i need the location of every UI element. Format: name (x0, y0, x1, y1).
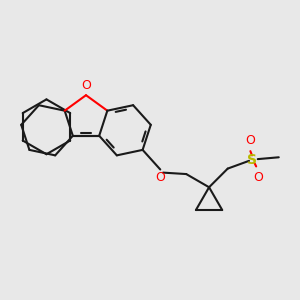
Text: S: S (248, 153, 257, 166)
Text: O: O (254, 171, 263, 184)
Text: O: O (155, 170, 165, 184)
Text: O: O (81, 79, 91, 92)
Text: O: O (245, 134, 255, 148)
